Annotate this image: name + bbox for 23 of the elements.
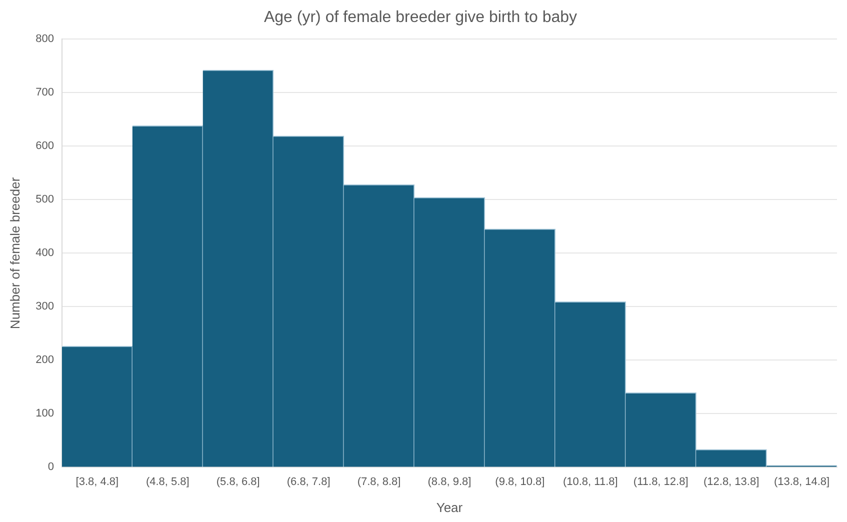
y-tick-label: 0 bbox=[48, 461, 54, 474]
x-tick-label: (6.8, 7.8] bbox=[286, 476, 330, 488]
x-tick-label: (7.8, 8.8] bbox=[357, 476, 401, 488]
x-tick-label: (5.8, 6.8] bbox=[216, 476, 260, 488]
x-tick-label: (10.8, 11.8] bbox=[562, 476, 618, 488]
x-tick-label: (8.8, 9.8] bbox=[428, 476, 472, 488]
y-tick-label: 600 bbox=[36, 140, 54, 152]
x-tick-label: (12.8, 13.8] bbox=[703, 476, 760, 488]
x-tick-label: [3.8, 4.8] bbox=[76, 476, 119, 488]
x-tick-label: (11.8, 12.8] bbox=[633, 476, 688, 488]
y-tick-label: 800 bbox=[36, 33, 54, 46]
y-tick-label: 300 bbox=[36, 300, 54, 313]
x-tick-label: (4.8, 5.8] bbox=[146, 476, 190, 488]
x-tick-label: (9.8, 10.8] bbox=[495, 476, 545, 488]
y-tick-label: 100 bbox=[36, 408, 54, 420]
y-tick-label: 400 bbox=[36, 247, 54, 260]
y-axis-title: Number of female breeder bbox=[7, 176, 22, 330]
y-tick-label: 700 bbox=[36, 86, 54, 99]
x-axis-title: Year bbox=[436, 500, 464, 515]
chart-title: Age (yr) of female breeder give birth to baby bbox=[264, 9, 578, 26]
y-tick-label: 200 bbox=[36, 354, 54, 366]
x-tick-label: (13.8, 14.8] bbox=[774, 476, 830, 488]
y-tick-label: 500 bbox=[36, 194, 54, 206]
